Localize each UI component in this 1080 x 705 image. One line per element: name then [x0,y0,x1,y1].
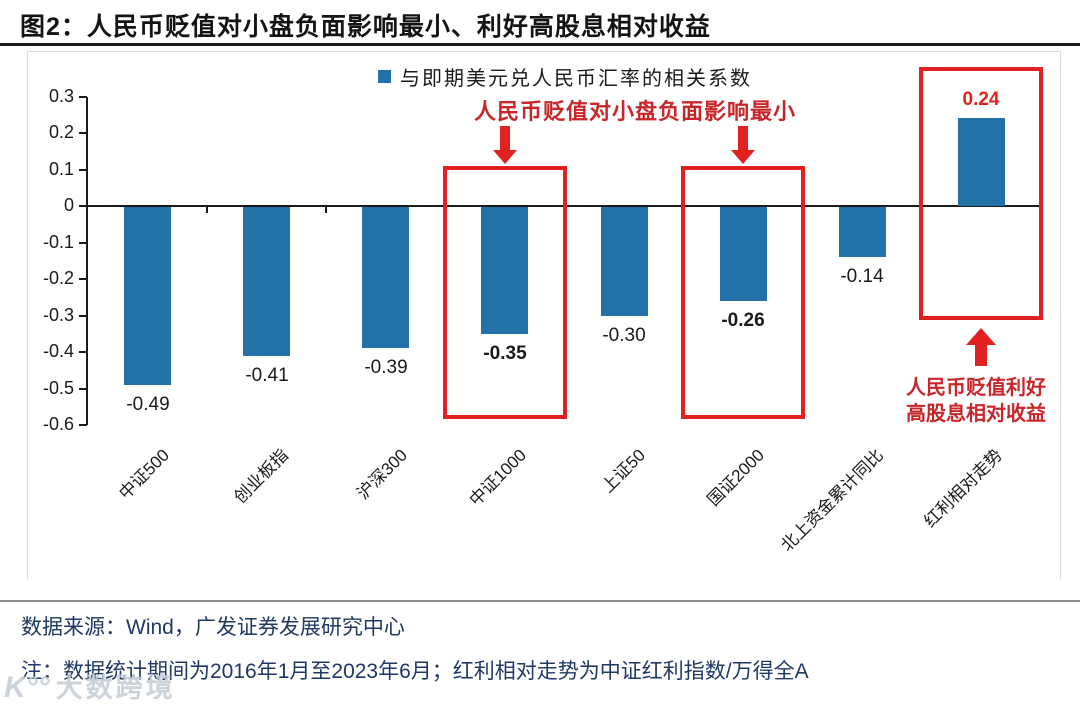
up-arrow-stem [975,345,987,366]
up-arrow-head-icon [966,328,996,345]
y-axis-tick-label: -0.5 [42,378,74,398]
data-source: 数据来源：Wind，广发证券发展研究中心 [21,616,405,639]
footnote: 注：数据统计期间为2016年1月至2023年6月；红利相对走势为中证红利指数/万… [21,660,809,683]
y-axis-tick [79,351,87,353]
annotation-smallcap-text: 人民币贬值对小盘负面影响最小 [473,99,796,124]
bar [601,207,648,316]
y-axis-tick-label: -0.1 [42,232,74,252]
x-axis-tick [206,206,208,213]
y-axis-tick-label: -0.6 [42,414,74,434]
y-axis-tick [79,132,87,134]
highlight-box [681,166,805,419]
watermark: K°° 大数跨境 [4,666,176,705]
y-axis-tick [79,242,87,244]
y-axis-tick-label: 0.3 [48,86,74,106]
y-axis-tick [79,96,87,98]
bar [362,207,409,348]
legend-label: 与即期美元兑人民币汇率的相关系数 [400,68,752,90]
watermark-text: 大数跨境 [55,673,176,703]
y-axis-tick-label: 0.1 [48,159,74,179]
value-label: -0.49 [126,394,170,415]
y-axis-tick-label: -0.3 [42,305,74,325]
figure-title: 图2：人民币贬值对小盘负面影响最小、利好高股息相对收益 [20,13,711,41]
value-label: -0.14 [840,266,884,287]
highlight-box [443,166,567,419]
y-axis-tick [79,278,87,280]
bar [958,118,1005,206]
bar [124,207,171,385]
value-label: -0.39 [364,357,408,378]
value-label: -0.30 [602,325,646,346]
y-axis-tick [79,388,87,390]
y-axis-tick-label: -0.2 [42,268,74,288]
value-label: -0.35 [483,343,527,364]
watermark-logo: K°° [4,671,50,704]
footer-divider [0,600,1080,602]
value-label: -0.41 [245,365,289,386]
legend-swatch-icon [378,70,391,83]
y-axis-tick [79,424,87,426]
y-axis-tick [79,315,87,317]
y-axis-tick [79,205,87,207]
y-axis-tick-label: 0.2 [48,122,74,142]
value-label: 0.24 [962,89,1000,110]
down-arrow-head-icon [493,150,517,164]
bar [720,207,767,301]
down-arrow-stem [500,126,510,150]
y-axis-tick-label: -0.4 [42,341,74,361]
annotation-dividend-line1: 人民币贬值利好 [906,377,1046,399]
y-axis-tick-label: 0 [63,195,74,215]
value-label: -0.26 [721,310,765,331]
highlight-box [919,67,1043,320]
annotation-dividend-text: 人民币贬值利好 高股息相对收益 [856,375,1080,427]
bar [481,207,528,334]
y-axis-tick [79,169,87,171]
chart-legend: 与即期美元兑人民币汇率的相关系数 [378,62,752,91]
annotation-dividend-line2: 高股息相对收益 [906,403,1046,425]
chart-card [27,51,1061,579]
bar [839,207,886,257]
bar [243,207,290,356]
y-axis-line [86,97,88,425]
x-axis-tick [325,206,327,213]
down-arrow-head-icon [731,150,755,164]
down-arrow-stem [738,126,748,150]
title-divider [0,43,1080,46]
